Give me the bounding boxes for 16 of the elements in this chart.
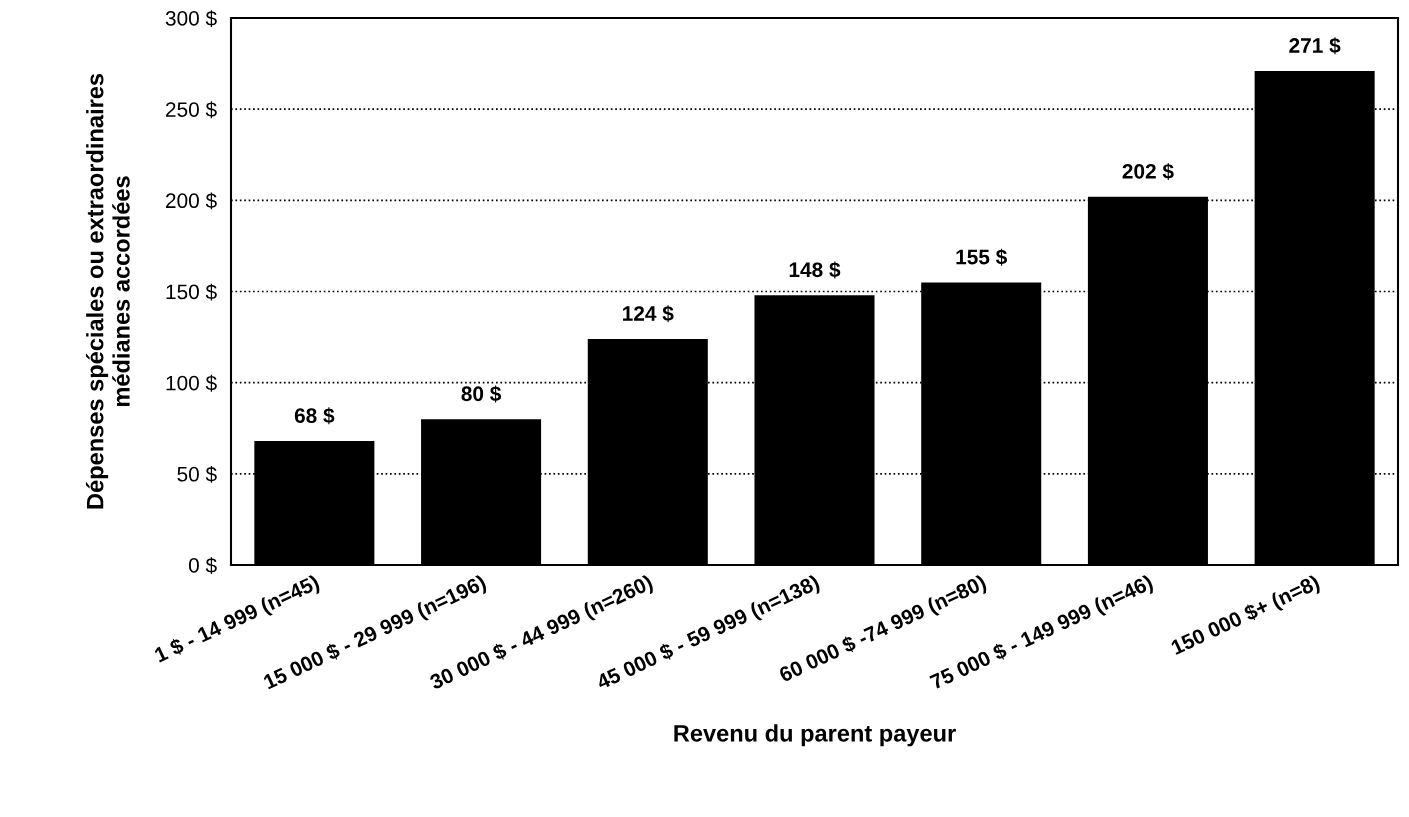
y-tick-label: 200 $ — [166, 192, 217, 210]
y-tick-label: 150 $ — [166, 283, 217, 301]
y-axis-title: Dépenses spéciales ou extraordinaires médianes accordées — [85, 73, 130, 509]
data-label: 68 $ — [294, 407, 335, 425]
data-label: 271 $ — [1289, 37, 1341, 55]
y-tick-label: 0 $ — [188, 557, 217, 574]
y-tick-label: 50 $ — [177, 465, 217, 483]
y-tick-label: 300 $ — [165, 10, 217, 27]
data-label: 155 $ — [956, 248, 1007, 266]
data-label: 148 $ — [789, 261, 841, 279]
data-label: 202 $ — [1122, 163, 1174, 181]
x-axis-title: Revenu du parent payeur — [674, 724, 956, 747]
data-label: 80 $ — [461, 385, 502, 403]
data-label: 124 $ — [623, 305, 674, 323]
y-tick-label: 100 $ — [166, 374, 217, 392]
y-tick-label: 250 $ — [166, 101, 217, 119]
